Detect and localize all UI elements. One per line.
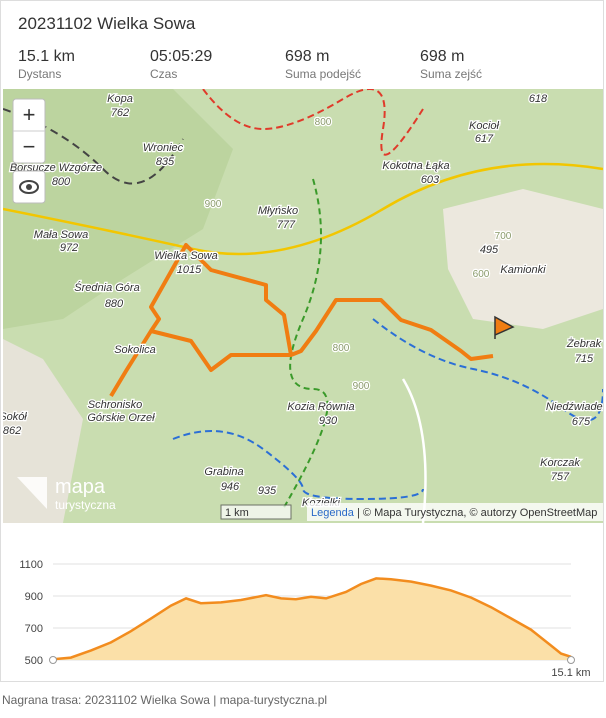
attribution: | © Mapa Turystyczna, © autorzy OpenStre… [357,507,597,519]
map-label: Niedźwiadek [546,401,603,413]
map-label: 1015 [177,264,202,276]
map-label: 777 [277,219,296,231]
map-label: Sokół [3,411,27,423]
x-tick-label: 15.1 km [551,667,590,679]
road [401,378,427,523]
trail [3,162,603,256]
contour-label: 900 [205,199,222,210]
map-label: Kamionki [500,264,546,276]
map-label: Wielka Sowa [154,250,217,262]
y-tick-label: 700 [25,623,43,635]
stat-label: Suma podejść [285,67,362,81]
footer: Nagrana trasa: 20231102 Wielka Sowa | ma… [2,693,328,707]
map-label: Schronisko [88,399,142,411]
contour-label: 700 [495,231,512,242]
map-label: Kopa [107,93,133,105]
map-label: 757 [551,471,570,483]
map-label: Kocioł [469,120,500,132]
forest [3,89,233,329]
map-label: Sokolica [114,344,156,356]
start-flag [494,315,515,339]
eye-icon [26,184,32,190]
logo-icon [17,477,47,509]
stat-label: Dystans [18,67,62,81]
elevation-line [52,577,572,661]
map-label: 880 [105,298,124,310]
map-label: 495 [480,244,499,256]
map-label: 618 [529,93,548,105]
map-label: 930 [319,415,338,427]
map-label: Korczak [540,457,580,469]
title: 20231102 Wielka Sowa [18,14,196,33]
map-label: Mała Sowa [34,229,88,241]
contour-label: 900 [353,381,370,392]
map-label: 715 [575,353,594,365]
trail [202,89,424,156]
stat: 05:05:29 Czas [150,48,212,81]
map-label: 800 [52,176,71,188]
stat-value: 698 m [285,48,330,65]
map-label: 835 [156,156,175,168]
scale-bar [220,504,292,520]
route [150,329,291,372]
trail [172,430,424,501]
zoom-out[interactable]: − [23,134,36,159]
map-label: Górskie Orzeł [87,412,155,424]
map-label: 972 [60,242,78,254]
map-label: Kozia Równia [287,401,354,413]
contour-label: 600 [473,269,490,280]
logo-text: turystyczna [55,498,116,512]
stat: 698 m Suma zejść [420,48,482,81]
map-label: 946 [221,481,240,493]
y-tick-label: 900 [25,591,43,603]
stat: 698 m Suma podejść [285,48,361,81]
attribution-bg [307,503,603,521]
elevation-chart: 500 700 900 1100 15.1 km [19,559,590,679]
scale-label: 1 km [225,507,249,519]
stat: 15.1 km Dystans [18,48,75,81]
endpoint [567,656,575,664]
trail [282,178,329,510]
stat-label: Suma zejść [420,67,483,81]
trail [372,318,603,422]
eye-icon [19,180,39,194]
map-label: 675 [572,416,591,428]
y-tick-label: 1100 [19,559,43,571]
map-label: 762 [111,107,129,119]
map-label: Młyńsko [258,205,298,217]
route [109,243,494,398]
stat-value: 05:05:29 [150,48,213,65]
stat-label: Czas [150,67,178,81]
map-label: 935 [258,485,277,497]
map-label: 617 [475,133,494,145]
y-tick-label: 500 [25,655,43,667]
legend-link[interactable]: Legenda [311,507,355,519]
map-label: Średnia Góra [74,281,139,294]
map-label: 862 [3,425,21,437]
contour-label: 800 [333,343,350,354]
village [443,189,603,329]
trail [3,108,184,185]
zoom-in[interactable]: + [23,102,36,127]
contour-label: 800 [315,117,332,128]
map-label: Wroniec [143,142,184,154]
elevation-area [53,578,571,660]
widget: 20231102 Wielka Sowa 15.1 km Dystans 05:0… [0,0,604,682]
map-label: Żebrak [566,338,602,350]
stat-value: 15.1 km [18,48,75,65]
map-label: 603 [421,174,440,186]
logo-text: mapa [55,476,106,498]
map-label: Kokotna Łąka [382,160,449,172]
map-label: Grabina [204,466,243,478]
endpoint [49,656,57,664]
stat-value: 698 m [420,48,465,65]
